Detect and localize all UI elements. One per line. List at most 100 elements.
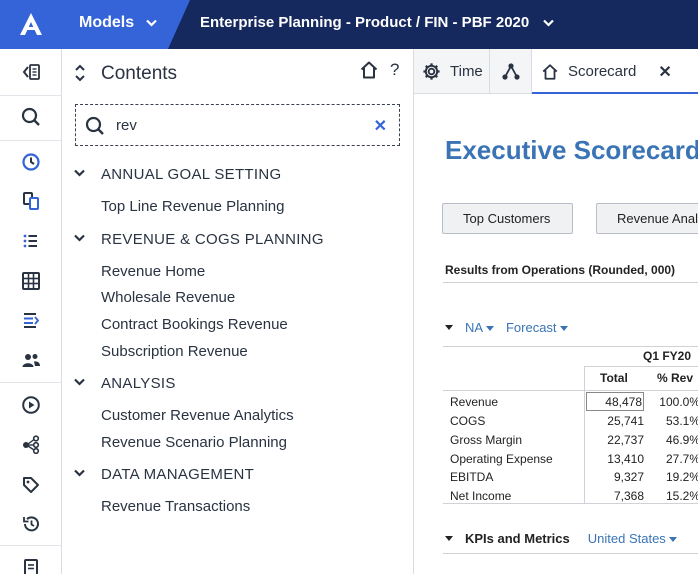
caret-down-icon	[669, 537, 678, 542]
tab-network[interactable]	[490, 49, 532, 94]
list-item[interactable]: Subscription Revenue	[101, 343, 248, 360]
section-annual-goal-setting[interactable]: ANNUAL GOAL SETTING	[62, 164, 413, 188]
rail-divider	[0, 382, 62, 383]
row-label: EBITDA	[450, 470, 494, 484]
list-item[interactable]: Customer Revenue Analytics	[101, 407, 294, 424]
tab-scorecard[interactable]: Scorecard ✕	[532, 49, 698, 94]
version-value: Forecast	[505, 320, 557, 335]
table-row[interactable]: COGS 25,741 53.1%	[414, 411, 698, 430]
users-button[interactable]	[0, 345, 62, 375]
table-border	[443, 390, 698, 391]
expand-collapse-icon[interactable]	[74, 63, 86, 83]
list-item[interactable]: Contract Bookings Revenue	[101, 316, 288, 333]
section-revenue-cogs-planning[interactable]: REVENUE & COGS PLANNING	[62, 229, 413, 253]
tab-time[interactable]: Time	[414, 49, 490, 94]
document-icon	[24, 559, 38, 574]
section-data-management[interactable]: DATA MANAGEMENT	[62, 464, 413, 488]
row-label: Net Income	[450, 489, 512, 503]
users-icon	[22, 354, 40, 367]
collapse-triangle-icon[interactable]	[445, 535, 453, 542]
chevron-down-icon	[74, 469, 85, 477]
tag-button[interactable]	[0, 470, 62, 500]
revenue-analysis-button[interactable]: Revenue Analysis	[596, 203, 698, 234]
tab-bar: Time Scorecard ✕	[414, 49, 698, 94]
history-button[interactable]	[0, 509, 62, 539]
help-icon[interactable]: ?	[390, 60, 400, 79]
table-border	[584, 366, 585, 503]
row-total[interactable]: 48,478	[586, 392, 644, 411]
version-dropdown[interactable]: Forecast	[505, 320, 569, 335]
recent-button[interactable]	[0, 147, 62, 177]
row-total[interactable]: 13,410	[607, 452, 644, 466]
app-logo-icon[interactable]	[18, 11, 44, 37]
table-row[interactable]: EBITDA 9,327 19.2%	[414, 467, 698, 486]
column-header-total: Total	[600, 371, 628, 385]
list-item[interactable]: Revenue Home	[101, 263, 206, 280]
row-label: Operating Expense	[450, 452, 553, 466]
history-icon	[23, 516, 39, 532]
home-icon[interactable]	[359, 60, 379, 80]
grid-button[interactable]	[0, 266, 62, 296]
row-label: Revenue	[450, 395, 499, 409]
row-pct: 53.1%	[665, 414, 698, 428]
country-dropdown[interactable]: United States	[588, 531, 678, 546]
clear-search-icon[interactable]: ✕	[373, 118, 387, 135]
breadcrumb-label: Enterprise Planning - Product / FIN - PB…	[200, 14, 530, 31]
contents-title: Contents	[101, 63, 178, 84]
filter-bar: NA Forecast	[445, 320, 580, 335]
close-tab-icon[interactable]: ✕	[658, 63, 672, 81]
chevron-down-icon	[74, 378, 85, 386]
network-icon	[23, 435, 40, 454]
list-item[interactable]: Revenue Transactions	[101, 498, 251, 515]
list-item[interactable]: Wholesale Revenue	[101, 289, 236, 306]
search-input[interactable]	[116, 115, 366, 135]
collapse-panel-icon	[22, 64, 40, 80]
region-value: NA	[465, 320, 483, 335]
home-icon	[542, 63, 558, 80]
play-button[interactable]	[0, 390, 62, 420]
table-row[interactable]: Operating Expense 13,410 27.7%	[414, 449, 698, 468]
network-button[interactable]	[0, 429, 62, 459]
list-item[interactable]: Top Line Revenue Planning	[101, 198, 285, 215]
row-total[interactable]: 25,741	[607, 414, 644, 428]
table-row[interactable]: Revenue 48,478 100.0%	[414, 392, 698, 411]
table-row[interactable]: Gross Margin 22,737 46.9%	[414, 430, 698, 449]
breadcrumb[interactable]: Enterprise Planning - Product / FIN - PB…	[200, 14, 555, 31]
country-value: United States	[587, 531, 666, 546]
section-label: REVENUE & COGS PLANNING	[101, 231, 324, 248]
collapse-panel-button[interactable]	[0, 57, 62, 87]
row-total[interactable]: 9,327	[613, 470, 644, 484]
clock-icon	[22, 153, 40, 171]
search-button[interactable]	[0, 102, 62, 132]
contents-header: Contents ?	[62, 49, 413, 97]
row-label: Gross Margin	[450, 433, 523, 447]
section-label: ANALYSIS	[101, 375, 176, 392]
contents-search: ✕	[75, 104, 400, 146]
table-border	[443, 346, 698, 347]
column-header-pct: % Rev	[657, 371, 694, 385]
section-analysis[interactable]: ANALYSIS	[62, 373, 413, 397]
table-row[interactable]: Net Income 7,368 15.2%	[414, 486, 698, 505]
list-icon	[23, 234, 37, 248]
row-total[interactable]: 22,737	[607, 433, 644, 447]
results-title: Results from Operations (Rounded, 000)	[445, 263, 676, 277]
document-button[interactable]	[0, 552, 62, 574]
chevron-down-icon	[543, 19, 555, 27]
row-total[interactable]: 7,368	[613, 489, 644, 503]
scorecard-content: Executive Scorecard Top Customers Revenu…	[414, 95, 698, 574]
tag-icon	[23, 477, 39, 493]
play-icon	[22, 396, 40, 414]
models-menu[interactable]: Models	[79, 14, 157, 32]
caret-down-icon	[485, 326, 494, 331]
divider	[443, 282, 698, 283]
list-item[interactable]: Revenue Scenario Planning	[101, 434, 287, 451]
top-customers-button[interactable]: Top Customers	[442, 203, 573, 234]
region-dropdown[interactable]: NA	[465, 320, 494, 335]
collapse-triangle-icon[interactable]	[445, 324, 453, 331]
list-arrows-button[interactable]	[0, 305, 62, 335]
copy-button[interactable]	[0, 186, 62, 216]
list-button[interactable]	[0, 226, 62, 256]
row-pct: 15.2%	[665, 489, 698, 503]
table-border	[443, 503, 698, 504]
copy-icon	[23, 192, 39, 210]
